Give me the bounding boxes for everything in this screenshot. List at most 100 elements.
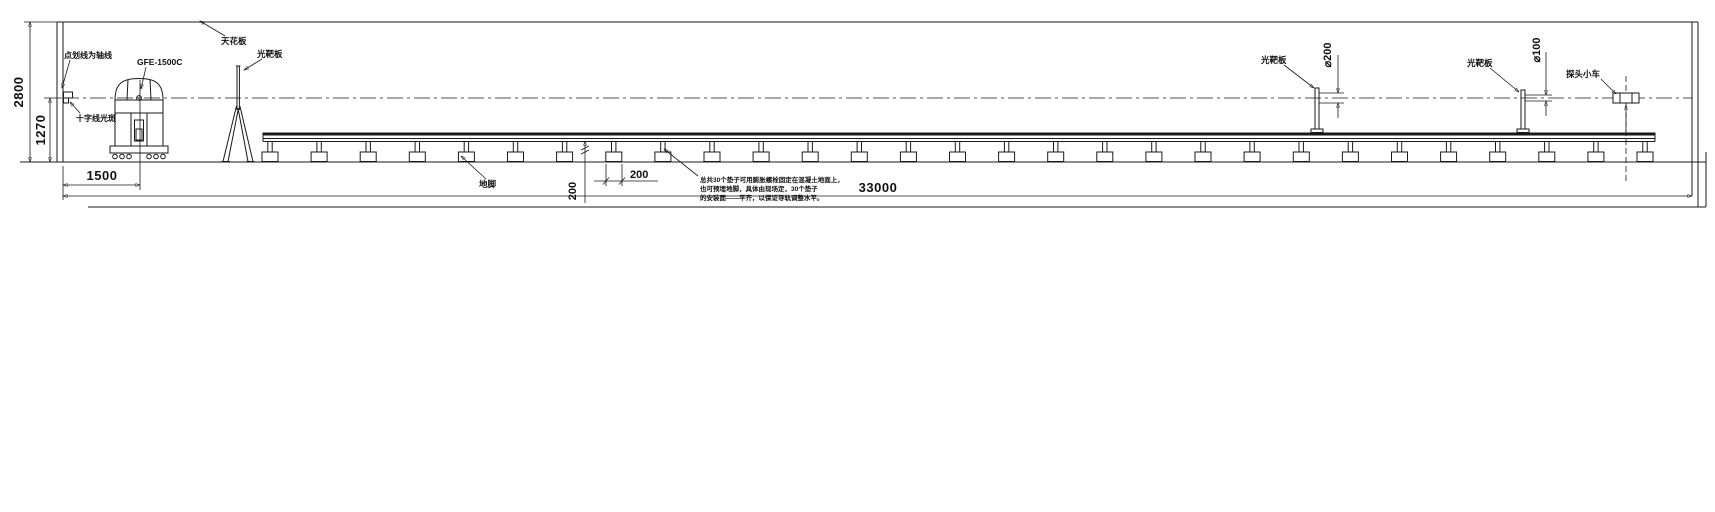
- rail-pad: [1292, 151, 1310, 162]
- tripod-leg: [239, 105, 254, 162]
- rail-posts: [261, 141, 1654, 162]
- rail-post: [856, 141, 862, 153]
- machine-wheel: [126, 153, 132, 160]
- rail-post: [267, 141, 273, 153]
- rail-post: [1249, 141, 1255, 153]
- tripod-target-text: 光靶板: [256, 49, 283, 59]
- dim-200h-tick1: [602, 177, 610, 185]
- rail-post: [1151, 141, 1157, 153]
- right-target-text: 光靶板: [1466, 58, 1493, 68]
- leader-ceiling: [199, 20, 226, 37]
- leader-right-target: [1489, 67, 1520, 93]
- rail-pad: [556, 151, 574, 162]
- annotation-line-1: 总共30个垫子可用膨胀螺栓固定在混凝土地面上，: [700, 175, 844, 184]
- leader-ground-anchor: [460, 155, 487, 180]
- probe-cart: [1612, 76, 1640, 182]
- mid-target-text: 光靶板: [1260, 55, 1287, 65]
- mid-target-plate: [1310, 87, 1324, 133]
- machine-seam-left: [126, 79, 129, 101]
- rail-post: [905, 141, 912, 153]
- target-foot: [1310, 128, 1324, 133]
- rail-pad: [605, 151, 623, 162]
- rail-pad: [408, 151, 426, 162]
- dia-200-text: ⌀200: [1322, 43, 1334, 68]
- rail-pad: [1243, 151, 1261, 162]
- dim-200v-tick1: [580, 145, 590, 151]
- rail-post: [316, 141, 322, 153]
- machine-wheel: [119, 153, 125, 160]
- leader-tripod-target: [243, 58, 263, 71]
- laser-machine: [109, 77, 169, 160]
- rail-pad: [1440, 151, 1458, 162]
- probe-cart-text: 探头小车: [1566, 69, 1601, 79]
- rail-pad: [949, 151, 966, 162]
- dim-1270-text: 1270: [33, 115, 48, 146]
- rail-post: [1445, 141, 1452, 153]
- rail-post: [365, 141, 371, 153]
- laser-exit-mark: [136, 95, 142, 101]
- texts: 2800 1270 点划线为轴线 十字线光斑 GFE-1500C 天花板 光靶板…: [11, 36, 1601, 202]
- leader-wall-axis-note: [61, 59, 71, 89]
- wall-spot-bracket: [63, 91, 73, 104]
- rail-pad: [654, 151, 672, 162]
- ceiling-text: 天花板: [221, 36, 247, 46]
- dim-200v-tick2: [580, 149, 590, 155]
- machine-wheel: [160, 153, 166, 160]
- rail-top-band: [263, 132, 1655, 136]
- rail-pad: [899, 151, 917, 162]
- machine-barrel-core: [135, 128, 143, 141]
- rail-post: [561, 141, 568, 153]
- tripod-leg: [227, 107, 239, 162]
- bracket-foot: [63, 97, 69, 104]
- rail-pad: [1587, 151, 1605, 162]
- laser-exit-dot: [138, 97, 140, 99]
- rail-pad: [1341, 151, 1359, 162]
- cart-body: [1612, 92, 1640, 104]
- ground-anchor-text: 地脚: [479, 179, 497, 189]
- dim-200h-text: 200: [630, 169, 648, 181]
- leader-machine-model: [140, 66, 147, 90]
- rail-post: [1200, 141, 1206, 153]
- machine-barrel-inner: [134, 119, 144, 142]
- rail-pad: [310, 151, 328, 162]
- rail-post: [611, 141, 617, 153]
- rail-pad: [261, 151, 279, 162]
- rail-post: [758, 141, 764, 153]
- rail-pad: [1636, 151, 1654, 162]
- rail-post: [660, 141, 666, 153]
- rail-post: [414, 141, 421, 153]
- dim-200h-tick2: [618, 177, 626, 185]
- dimensions: [24, 21, 1693, 203]
- leader-cross-spot: [69, 101, 81, 114]
- rail-pad: [1538, 151, 1556, 162]
- tripod-leg: [222, 105, 237, 162]
- rail-post: [1495, 141, 1501, 153]
- tripod-leg: [237, 107, 249, 162]
- rail-post: [1642, 141, 1648, 153]
- leader-mid-target: [1283, 64, 1315, 89]
- rail-post: [463, 141, 470, 153]
- rail-pad: [1391, 151, 1408, 162]
- leader-probe-cart: [1600, 78, 1617, 95]
- annotation-line-2: 也可预埋地脚，具体由现场定，30个垫子: [700, 184, 818, 193]
- leader-annotation: [663, 148, 699, 177]
- rail-pad: [703, 151, 721, 162]
- rail-pad: [1194, 151, 1212, 162]
- rail-post: [1298, 141, 1304, 153]
- rail-pad: [850, 151, 868, 162]
- dim-2800-text: 2800: [11, 77, 26, 108]
- room-outline: [20, 21, 1707, 208]
- rail-post: [1544, 141, 1550, 153]
- rail-pad: [1145, 151, 1163, 162]
- target-plate: [1520, 89, 1526, 130]
- rail-post: [807, 141, 813, 153]
- dim-33000-text: 33000: [859, 180, 898, 195]
- rail-post: [1396, 141, 1403, 153]
- annotation-line-3: 的安装面——平齐，以保证导轨调整水平。: [700, 193, 824, 202]
- right-target-plate: [1516, 89, 1530, 133]
- machine-base: [109, 145, 169, 154]
- rail-post: [1102, 141, 1108, 153]
- bracket-plate: [63, 91, 73, 99]
